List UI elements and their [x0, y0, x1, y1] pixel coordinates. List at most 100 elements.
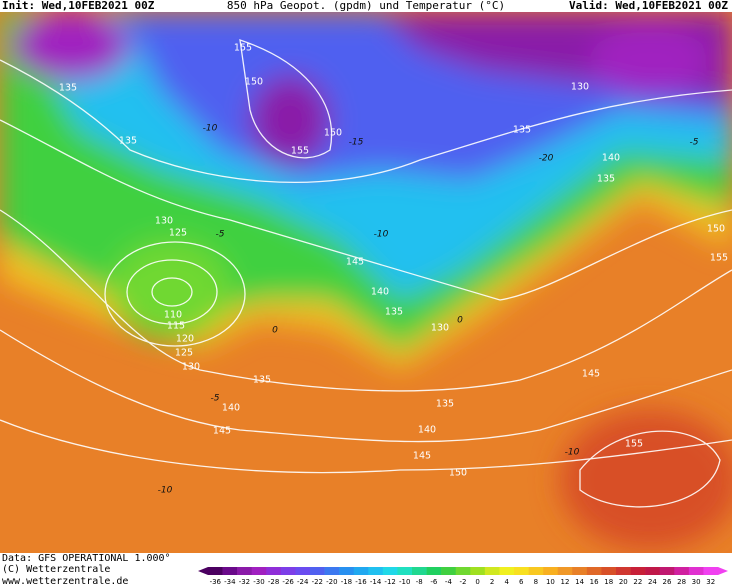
temperature-label: -10 [203, 124, 218, 134]
geopotential-label: 110 [164, 310, 182, 321]
geopotential-label: 135 [436, 399, 454, 410]
colorbar-tick-label: 12 [561, 578, 570, 586]
colorbar-cell [441, 567, 457, 575]
geopotential-label: 135 [59, 83, 77, 94]
geopotential-label: 155 [710, 253, 728, 264]
colorbar-tick-label: 24 [648, 578, 657, 586]
colorbar-cell [572, 567, 588, 575]
colorbar-tick-label: 20 [619, 578, 628, 586]
colorbar-tick-label: -24 [297, 578, 309, 586]
colorbar-tick-label: 0 [475, 578, 479, 586]
colorbar-cell [266, 567, 282, 575]
colorbar-tick-label: 30 [692, 578, 701, 586]
colorbar-cell [208, 567, 223, 575]
colorbar-tick-label: -20 [326, 578, 337, 586]
geopotential-label: 150 [449, 468, 467, 479]
colorbar-tick-label: -16 [355, 578, 367, 586]
temperature-label: -15 [349, 138, 364, 148]
geopotential-label: 115 [167, 321, 185, 332]
colorbar-cell [586, 567, 602, 575]
geopotential-label: 145 [346, 257, 364, 268]
colorbar-cell [674, 567, 690, 575]
colorbar-cell [455, 567, 471, 575]
colorbar-cell [310, 567, 325, 575]
colorbar: -36 -34 -32 -30 -28 -26 -24 -22 -20 -18 -16 -14 -12-… [198, 567, 728, 586]
init-time: Init: Wed,10FEB2021 00Z [2, 0, 155, 12]
colorbar-tick-label: 4 [504, 578, 509, 586]
colorbar-cell [499, 567, 515, 575]
geopotential-label: 135 [513, 125, 531, 136]
colorbar-cell [659, 567, 675, 575]
temperature-label: 0 [457, 316, 463, 326]
map-title: 850 hPa Geopot. (gpdm) und Temperatur (°… [227, 0, 505, 12]
geopotential-label: 120 [176, 334, 194, 345]
colorbar-tick-label: 6 [519, 578, 524, 586]
colorbar-tick-label: -30 [253, 578, 264, 586]
geopotential-label: 140 [222, 403, 240, 414]
colorbar-cell [543, 567, 559, 575]
colorbar-cell [514, 567, 529, 575]
geopotential-label: 130 [182, 362, 200, 373]
colorbar-cell [557, 567, 573, 575]
geopotential-label: 150 [245, 77, 263, 88]
geopotential-label: 135 [385, 307, 403, 318]
colorbar-cell [601, 567, 617, 575]
colorbar-cell [368, 567, 384, 575]
colorbar-tick-label: -12 [384, 578, 395, 586]
colorbar-tick-label: 10 [546, 578, 555, 586]
geopotential-label: 155 [291, 146, 309, 157]
colorbar-tick-label: -22 [312, 578, 323, 586]
geopotential-label: 155 [625, 439, 643, 450]
geopotential-label: 145 [582, 369, 600, 380]
geopotential-label: 135 [253, 375, 271, 386]
geopotential-label: 125 [169, 228, 187, 239]
colorbar-tick-label: -34 [224, 578, 236, 586]
colorbar-tick-label: 22 [633, 578, 642, 586]
colorbar-cell [688, 567, 704, 575]
geopotential-label: 155 [234, 43, 252, 54]
temperature-label: 0 [272, 326, 278, 336]
colorbar-tick-label: -18 [341, 578, 352, 586]
colorbar-cell [295, 567, 311, 575]
geopotential-label: 150 [707, 224, 725, 235]
colorbar-tick-label: -10 [399, 578, 410, 586]
colorbar-cell [703, 567, 719, 575]
colorbar-arrow-right [718, 567, 728, 575]
temperature-label: -10 [565, 448, 580, 458]
colorbar-cell [484, 567, 500, 575]
geopotential-label: 130 [431, 323, 449, 334]
geopotential-label: 130 [571, 82, 589, 93]
geopotential-label: 130 [155, 216, 173, 227]
geopotential-label: 145 [413, 451, 431, 462]
colorbar-tick-label: 14 [575, 578, 584, 586]
colorbar-tick-label: 2 [490, 578, 494, 586]
temperature-label: -5 [216, 230, 225, 240]
temperature-label: -10 [158, 486, 173, 496]
geopotential-label: 125 [175, 348, 193, 359]
colorbar-tick-label: 28 [677, 578, 686, 586]
temperature-label: -20 [539, 154, 554, 164]
colorbar-cell [339, 567, 355, 575]
colorbar-tick-label: -4 [445, 578, 453, 586]
colorbar-tick-label: 18 [604, 578, 613, 586]
colorbar-cell [324, 567, 340, 575]
geopotential-label: 135 [597, 174, 615, 185]
temperature-label: -5 [690, 138, 699, 148]
colorbar-tick-label: -28 [268, 578, 279, 586]
colorbar-cell [412, 567, 427, 575]
colorbar-cell [616, 567, 631, 575]
temperature-field [0, 12, 732, 553]
valid-time: Valid: Wed,10FEB2021 00Z [569, 0, 728, 12]
colorbar-tick-label: -14 [370, 578, 382, 586]
geopotential-label: 145 [213, 426, 231, 437]
colorbar-cell [426, 567, 442, 575]
colorbar-cell [222, 567, 238, 575]
colorbar-tick-label: 8 [534, 578, 538, 586]
colorbar-cell [470, 567, 486, 575]
colorbar-cell [630, 567, 646, 575]
colorbar-tick-label: -26 [282, 578, 294, 586]
colorbar-cell [528, 567, 544, 575]
